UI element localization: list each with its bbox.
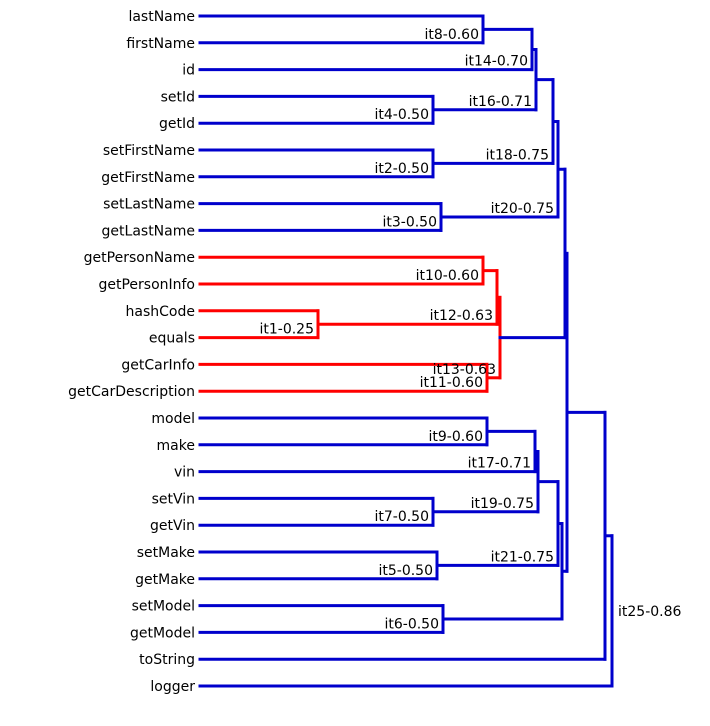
merge-label: it14-0.70	[465, 54, 528, 70]
leaf-label: getCarInfo	[121, 357, 195, 373]
merge-label: it1-0.25	[259, 322, 314, 338]
merge-label: it25-0.86	[618, 604, 682, 620]
leaf-label: lastName	[128, 9, 195, 25]
leaf-label: setModel	[132, 599, 195, 615]
merge-label: it19-0.75	[471, 496, 534, 512]
merge-label: it12-0.63	[430, 308, 493, 324]
leaf-label: getPersonName	[84, 250, 195, 266]
leaf-label: setFirstName	[103, 143, 195, 159]
leaf-label: logger	[150, 679, 195, 695]
leaf-label: setMake	[137, 545, 195, 561]
leaf-label: getPersonInfo	[98, 277, 195, 293]
merge-label: it21-0.75	[491, 549, 554, 565]
merge-label: it11-0.60	[420, 375, 483, 391]
merge-label: it16-0.71	[469, 94, 532, 110]
leaf-label: setId	[161, 89, 195, 105]
leaf-label: id	[182, 63, 195, 79]
leaf-label: setVin	[152, 491, 195, 507]
merge-label: it17-0.71	[468, 456, 531, 472]
merge-label: it20-0.75	[491, 201, 554, 217]
merge-label: it3-0.50	[382, 214, 437, 230]
leaf-label: setLastName	[103, 197, 195, 213]
leaf-label: getMake	[135, 572, 195, 588]
leaf-label: vin	[174, 465, 195, 481]
merge-label: it7-0.50	[374, 509, 429, 525]
merge-label: it4-0.50	[374, 107, 429, 123]
leaf-label: getModel	[130, 625, 195, 641]
leaf-label: hashCode	[126, 304, 195, 320]
merge-label: it9-0.60	[428, 429, 483, 445]
leaf-label: getId	[159, 116, 195, 132]
merge-label: it10-0.60	[416, 268, 479, 284]
merge-label: it2-0.50	[374, 161, 429, 177]
merge-label: it6-0.50	[384, 616, 439, 632]
leaf-label: getFirstName	[101, 170, 195, 186]
merge-label: it8-0.60	[424, 27, 479, 43]
merge-label: it13-0.63	[433, 362, 496, 378]
merge-label: it5-0.50	[378, 563, 433, 579]
leaf-label: getCarDescription	[68, 384, 195, 400]
leaf-label: equals	[149, 331, 195, 347]
merge-label: it18-0.75	[486, 147, 549, 163]
leaf-label: make	[157, 438, 195, 454]
leaf-label: model	[151, 411, 195, 427]
leaf-label: getLastName	[102, 223, 195, 239]
leaf-label: getVin	[150, 518, 195, 534]
leaf-label: firstName	[126, 36, 195, 52]
leaf-label: toString	[139, 652, 195, 668]
